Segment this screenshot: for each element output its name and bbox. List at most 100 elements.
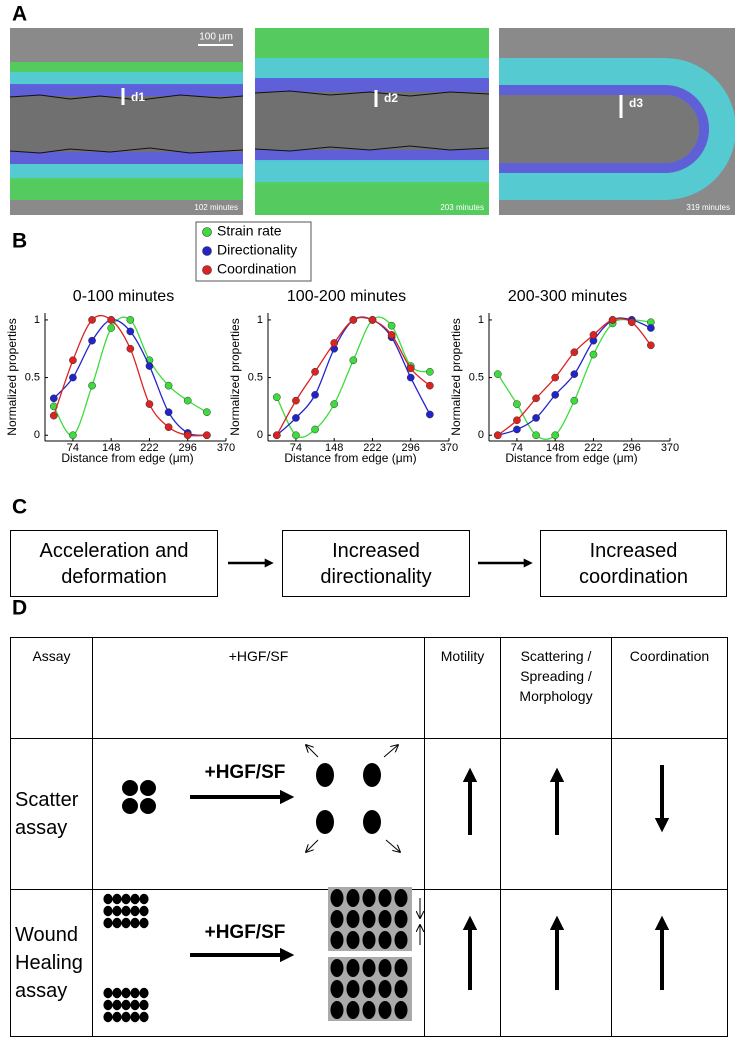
- cell: [611, 738, 728, 890]
- cell: [330, 959, 344, 977]
- data-point: [183, 396, 192, 405]
- data-point: [69, 431, 77, 440]
- data-point: [272, 431, 281, 440]
- data-point: [145, 362, 154, 370]
- x-tick-label: 74: [290, 442, 302, 454]
- data-point: [570, 348, 579, 357]
- data-point: [551, 391, 560, 399]
- data-point: [349, 316, 358, 324]
- cell: [394, 889, 408, 907]
- x-tick-label: 148: [546, 442, 564, 454]
- cell: [112, 999, 122, 1011]
- data-point: [330, 400, 339, 408]
- cell: [394, 1001, 408, 1019]
- cell: [394, 980, 408, 998]
- header-cell: Motility: [424, 637, 501, 739]
- data-point: [88, 316, 96, 324]
- x-tick-label: 222: [363, 442, 381, 454]
- data-point: [164, 381, 173, 390]
- assay-cell: Wound Healing assay: [10, 889, 93, 1037]
- data-point: [647, 341, 655, 350]
- data-point: [387, 321, 396, 330]
- data-point: [311, 425, 319, 434]
- data-point: [647, 324, 655, 332]
- cell: [378, 959, 392, 977]
- data-point: [426, 381, 434, 390]
- data-point: [406, 364, 415, 373]
- header-cell: Assay: [10, 637, 93, 739]
- cell: [130, 1011, 140, 1023]
- cell: [394, 959, 408, 977]
- data-point: [493, 431, 502, 440]
- x-axis-label: Distance from edge (μm): [61, 451, 193, 465]
- data-point: [532, 414, 540, 422]
- data-point: [493, 370, 502, 378]
- data-point: [69, 373, 77, 382]
- assay-table: Assay +HGF/SF Motility Scattering / Spre…: [10, 637, 728, 1037]
- cell: [130, 987, 140, 999]
- y-tick-label: 0: [257, 429, 263, 441]
- legend-label: Strain rate: [217, 223, 282, 239]
- cell: [139, 987, 149, 999]
- data-point: [589, 331, 598, 339]
- data-point: [88, 381, 96, 390]
- time-label: 102 minutes: [194, 203, 238, 212]
- chart-title: 100-200 minutes: [287, 288, 406, 305]
- data-point: [107, 316, 116, 324]
- cell: [394, 910, 408, 928]
- y-tick-label: 0.5: [25, 371, 40, 383]
- x-tick-label: 148: [102, 442, 120, 454]
- cell: [112, 917, 122, 929]
- cell: [103, 987, 113, 999]
- data-point: [589, 350, 598, 359]
- cell: [330, 931, 344, 949]
- cell: [330, 980, 344, 998]
- cell: [346, 980, 360, 998]
- data-point: [164, 408, 173, 417]
- cell: [130, 999, 140, 1011]
- header-cell: +HGF/SF: [92, 637, 425, 739]
- data-point: [513, 416, 521, 425]
- data-point: [88, 336, 96, 345]
- data-point: [203, 408, 211, 417]
- cell: [121, 987, 131, 999]
- series-line: [497, 318, 651, 440]
- cell: [121, 1011, 131, 1023]
- x-tick-label: 74: [511, 442, 523, 454]
- y-axis-label: Normalized properties: [228, 318, 242, 435]
- panel-label: B: [12, 230, 27, 253]
- legend-marker: [202, 246, 212, 256]
- cell: [362, 910, 376, 928]
- x-tick-label: 296: [623, 442, 641, 454]
- marker-label: d2: [384, 91, 398, 105]
- cell: [121, 917, 131, 929]
- assay-cell: Scatter assay: [10, 738, 93, 890]
- cell: [611, 889, 728, 1037]
- cell: [330, 889, 344, 907]
- data-point: [570, 396, 579, 405]
- cell: [139, 999, 149, 1011]
- cell: [121, 999, 131, 1011]
- y-tick-label: 0.5: [248, 371, 263, 383]
- legend-marker: [202, 227, 212, 237]
- micrograph: [10, 28, 243, 215]
- panel-label: A: [12, 3, 27, 26]
- cell: [378, 889, 392, 907]
- x-tick-label: 296: [179, 442, 197, 454]
- data-point: [126, 344, 135, 353]
- cell: [362, 980, 376, 998]
- data-point: [426, 367, 434, 376]
- x-axis-label: Distance from edge (μm): [284, 451, 416, 465]
- cell: [103, 905, 113, 917]
- cell: [103, 1011, 113, 1023]
- panel-label: D: [12, 597, 27, 620]
- treatment-label: +HGF/SF: [205, 922, 286, 943]
- time-label: 203 minutes: [440, 203, 484, 212]
- marker-label: d3: [629, 96, 643, 110]
- cell: [121, 905, 131, 917]
- cell: [424, 889, 501, 1037]
- data-point: [107, 324, 116, 332]
- cell: [346, 889, 360, 907]
